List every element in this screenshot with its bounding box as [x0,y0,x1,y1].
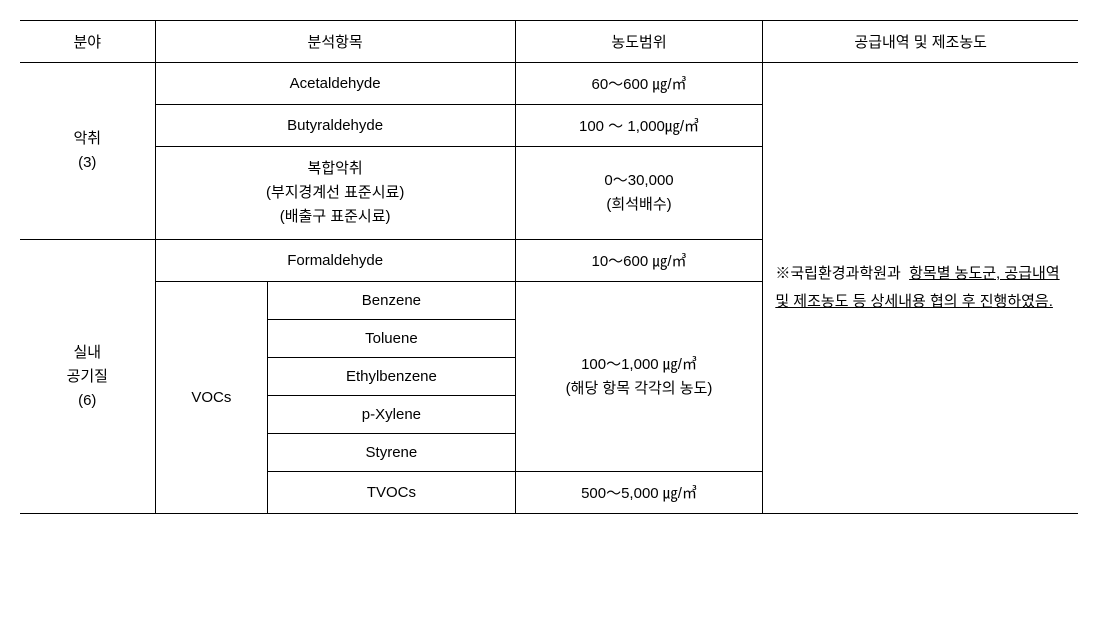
header-item: 분석항목 [155,21,515,63]
item-toluene: Toluene [268,320,516,358]
item-styrene: Styrene [268,434,516,472]
field-indoor-l2: 공기질 [67,368,108,385]
range-vocs-l1: 100～1,000 ㎍/㎥ [581,356,697,373]
range-vocs-l2: (해당 항목 각각의 농도) [566,380,713,397]
field-odor-label2: (3) [78,154,96,171]
range-composite-l1: 0～30,000 [604,172,673,189]
range-butyraldehyde: 100 ～ 1,000㎍/㎥ [515,105,763,147]
item-ethylbenzene: Ethylbenzene [268,358,516,396]
range-composite-l2: (희석배수) [606,196,671,213]
range-formaldehyde: 10～600 ㎍/㎥ [515,240,763,282]
item-benzene: Benzene [268,282,516,320]
header-field: 분야 [20,21,155,63]
item-acetaldehyde: Acetaldehyde [155,63,515,105]
spec-table: 분야 분석항목 농도범위 공급내역 및 제조농도 악취 (3) Acetalde… [20,20,1078,514]
item-composite-l3: (배출구 표준시료) [280,208,391,225]
item-pxylene: p-Xylene [268,396,516,434]
range-vocs-shared: 100～1,000 ㎍/㎥ (해당 항목 각각의 농도) [515,282,763,472]
range-tvocs: 500～5,000 ㎍/㎥ [515,472,763,514]
field-indoor-l3: (6) [78,392,96,409]
item-composite: 복합악취 (부지경계선 표준시료) (배출구 표준시료) [155,147,515,240]
note-part1: 국립환경과학원과 [790,265,900,282]
table-header-row: 분야 분석항목 농도범위 공급내역 및 제조농도 [20,21,1078,63]
field-indoor-l1: 실내 [73,344,101,361]
header-note: 공급내역 및 제조농도 [763,21,1078,63]
note-cell: ※국립환경과학원과 항목별 농도군, 공급내역 및 제조농도 등 상세내용 협의… [763,63,1078,514]
range-composite: 0～30,000 (희석배수) [515,147,763,240]
item-formaldehyde: Formaldehyde [155,240,515,282]
field-indoor: 실내 공기질 (6) [20,240,155,514]
field-odor-label1: 악취 [73,130,101,147]
note-prefix: ※ [775,265,790,282]
vocs-label: VOCs [155,282,268,514]
item-composite-l2: (부지경계선 표준시료) [266,184,404,201]
header-range: 농도범위 [515,21,763,63]
item-composite-l1: 복합악취 [308,160,363,177]
item-tvocs: TVOCs [268,472,516,514]
item-butyraldehyde: Butyraldehyde [155,105,515,147]
field-odor: 악취 (3) [20,63,155,240]
table-row: 악취 (3) Acetaldehyde 60～600 ㎍/㎥ ※국립환경과학원과… [20,63,1078,105]
range-acetaldehyde: 60～600 ㎍/㎥ [515,63,763,105]
